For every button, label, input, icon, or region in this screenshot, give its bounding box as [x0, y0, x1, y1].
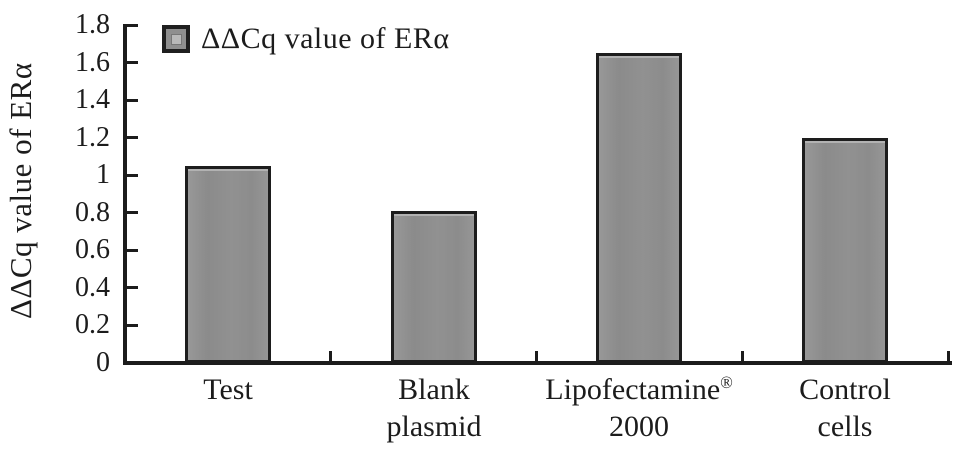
y-tick-label: 1.8	[75, 9, 110, 40]
y-tick-mark	[127, 286, 138, 290]
x-axis-line	[123, 361, 952, 365]
x-tick-mark	[740, 351, 744, 362]
y-tick-mark	[127, 173, 138, 177]
registered-mark: ®	[720, 373, 733, 392]
y-tick-label: 0.6	[75, 234, 110, 266]
x-tick-mark	[946, 351, 950, 362]
y-tick-label: 0.8	[75, 196, 110, 228]
y-axis-line	[123, 24, 127, 365]
x-tick-mark	[329, 351, 333, 362]
legend-marker-icon	[162, 25, 190, 53]
x-category-label-lipofectamine-2000: Lipofectamine® 2000	[545, 373, 733, 443]
y-tick-label: 1.4	[75, 84, 110, 116]
bar-control-cells	[802, 138, 888, 363]
y-tick-label: 0.4	[75, 271, 110, 303]
bar-blank-plasmid	[391, 211, 477, 363]
y-tick-mark	[127, 323, 138, 327]
y-tick-label: 1.6	[75, 46, 110, 78]
y-tick-label: 0	[96, 347, 110, 378]
x-category-label-test: Test	[203, 373, 253, 406]
x-category-label-control-cells: Control cells	[799, 373, 891, 443]
plot-area	[125, 25, 948, 363]
legend: ΔΔCq value of ERα	[162, 22, 450, 56]
bar-lipofectamine-2000	[596, 53, 682, 363]
y-tick-mark	[127, 211, 138, 215]
x-tick-mark	[535, 351, 538, 362]
legend-label: ΔΔCq value of ERα	[201, 22, 450, 55]
y-tick-mark	[127, 248, 138, 252]
y-tick-mark	[127, 98, 138, 102]
x-category-label-blank-plasmid: Blank plasmid	[386, 373, 482, 443]
legend-marker-pattern	[171, 34, 181, 44]
y-tick-label: 1	[96, 159, 110, 191]
y-tick-mark	[127, 24, 138, 27]
bar-test	[185, 166, 271, 363]
y-tick-label: 0.2	[75, 309, 110, 341]
y-tick-mark	[127, 136, 138, 140]
y-tick-mark	[127, 61, 138, 65]
y-tick-label: 1.2	[75, 121, 110, 153]
